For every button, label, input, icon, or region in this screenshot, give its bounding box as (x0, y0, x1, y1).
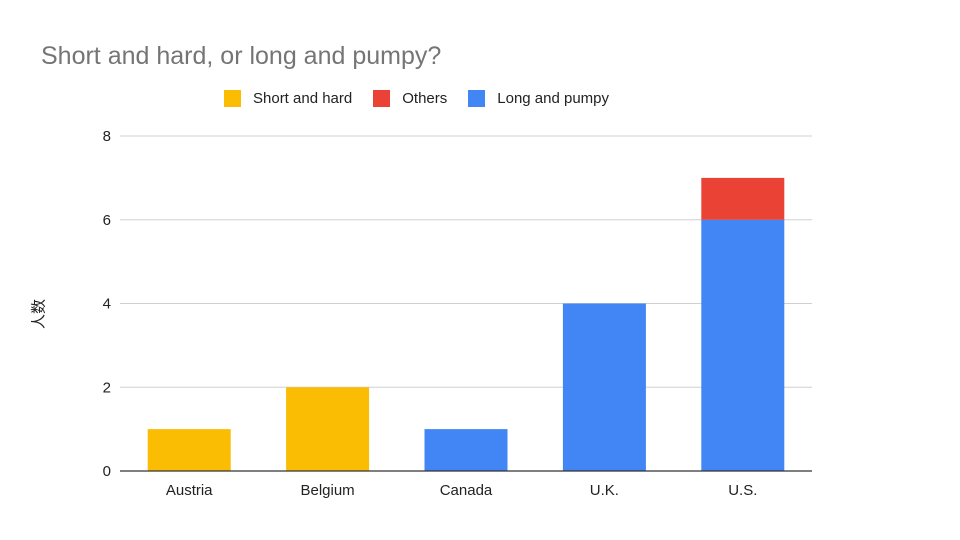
y-tick-label: 4 (103, 296, 111, 313)
bar-others-u-s- (701, 177, 785, 220)
bar-long-and-pumpy-canada (424, 429, 508, 471)
y-tick-label: 6 (103, 212, 111, 229)
legend-label: Short and hard (253, 90, 353, 107)
bar-long-and-pumpy-u-k- (562, 303, 646, 471)
legend-item-others[interactable]: Others (373, 90, 447, 107)
bar-long-and-pumpy-u-s- (701, 219, 785, 471)
x-tick-label: U.S. (728, 482, 757, 499)
bar-short-and-hard-austria (147, 429, 231, 471)
x-tick-label: U.K. (590, 482, 619, 499)
legend: Short and hard Others Long and pumpy (224, 90, 630, 107)
x-tick-label: Canada (440, 482, 493, 499)
legend-item-long-and-pumpy[interactable]: Long and pumpy (468, 90, 609, 107)
legend-swatch (468, 90, 486, 107)
y-tick-label: 2 (103, 379, 111, 396)
legend-label: Others (402, 90, 448, 107)
legend-swatch (373, 90, 391, 107)
x-tick-label: Austria (166, 482, 213, 499)
y-tick-label: 8 (103, 128, 111, 145)
legend-label: Long and pumpy (497, 90, 610, 107)
y-tick-label: 0 (103, 463, 111, 480)
x-tick-label: Belgium (300, 482, 354, 499)
bar-short-and-hard-belgium (286, 387, 370, 471)
legend-swatch (224, 90, 241, 107)
legend-item-short-and-hard[interactable]: Short and hard (224, 90, 352, 107)
chart-title: Short and hard, or long and pumpy? (41, 42, 442, 70)
